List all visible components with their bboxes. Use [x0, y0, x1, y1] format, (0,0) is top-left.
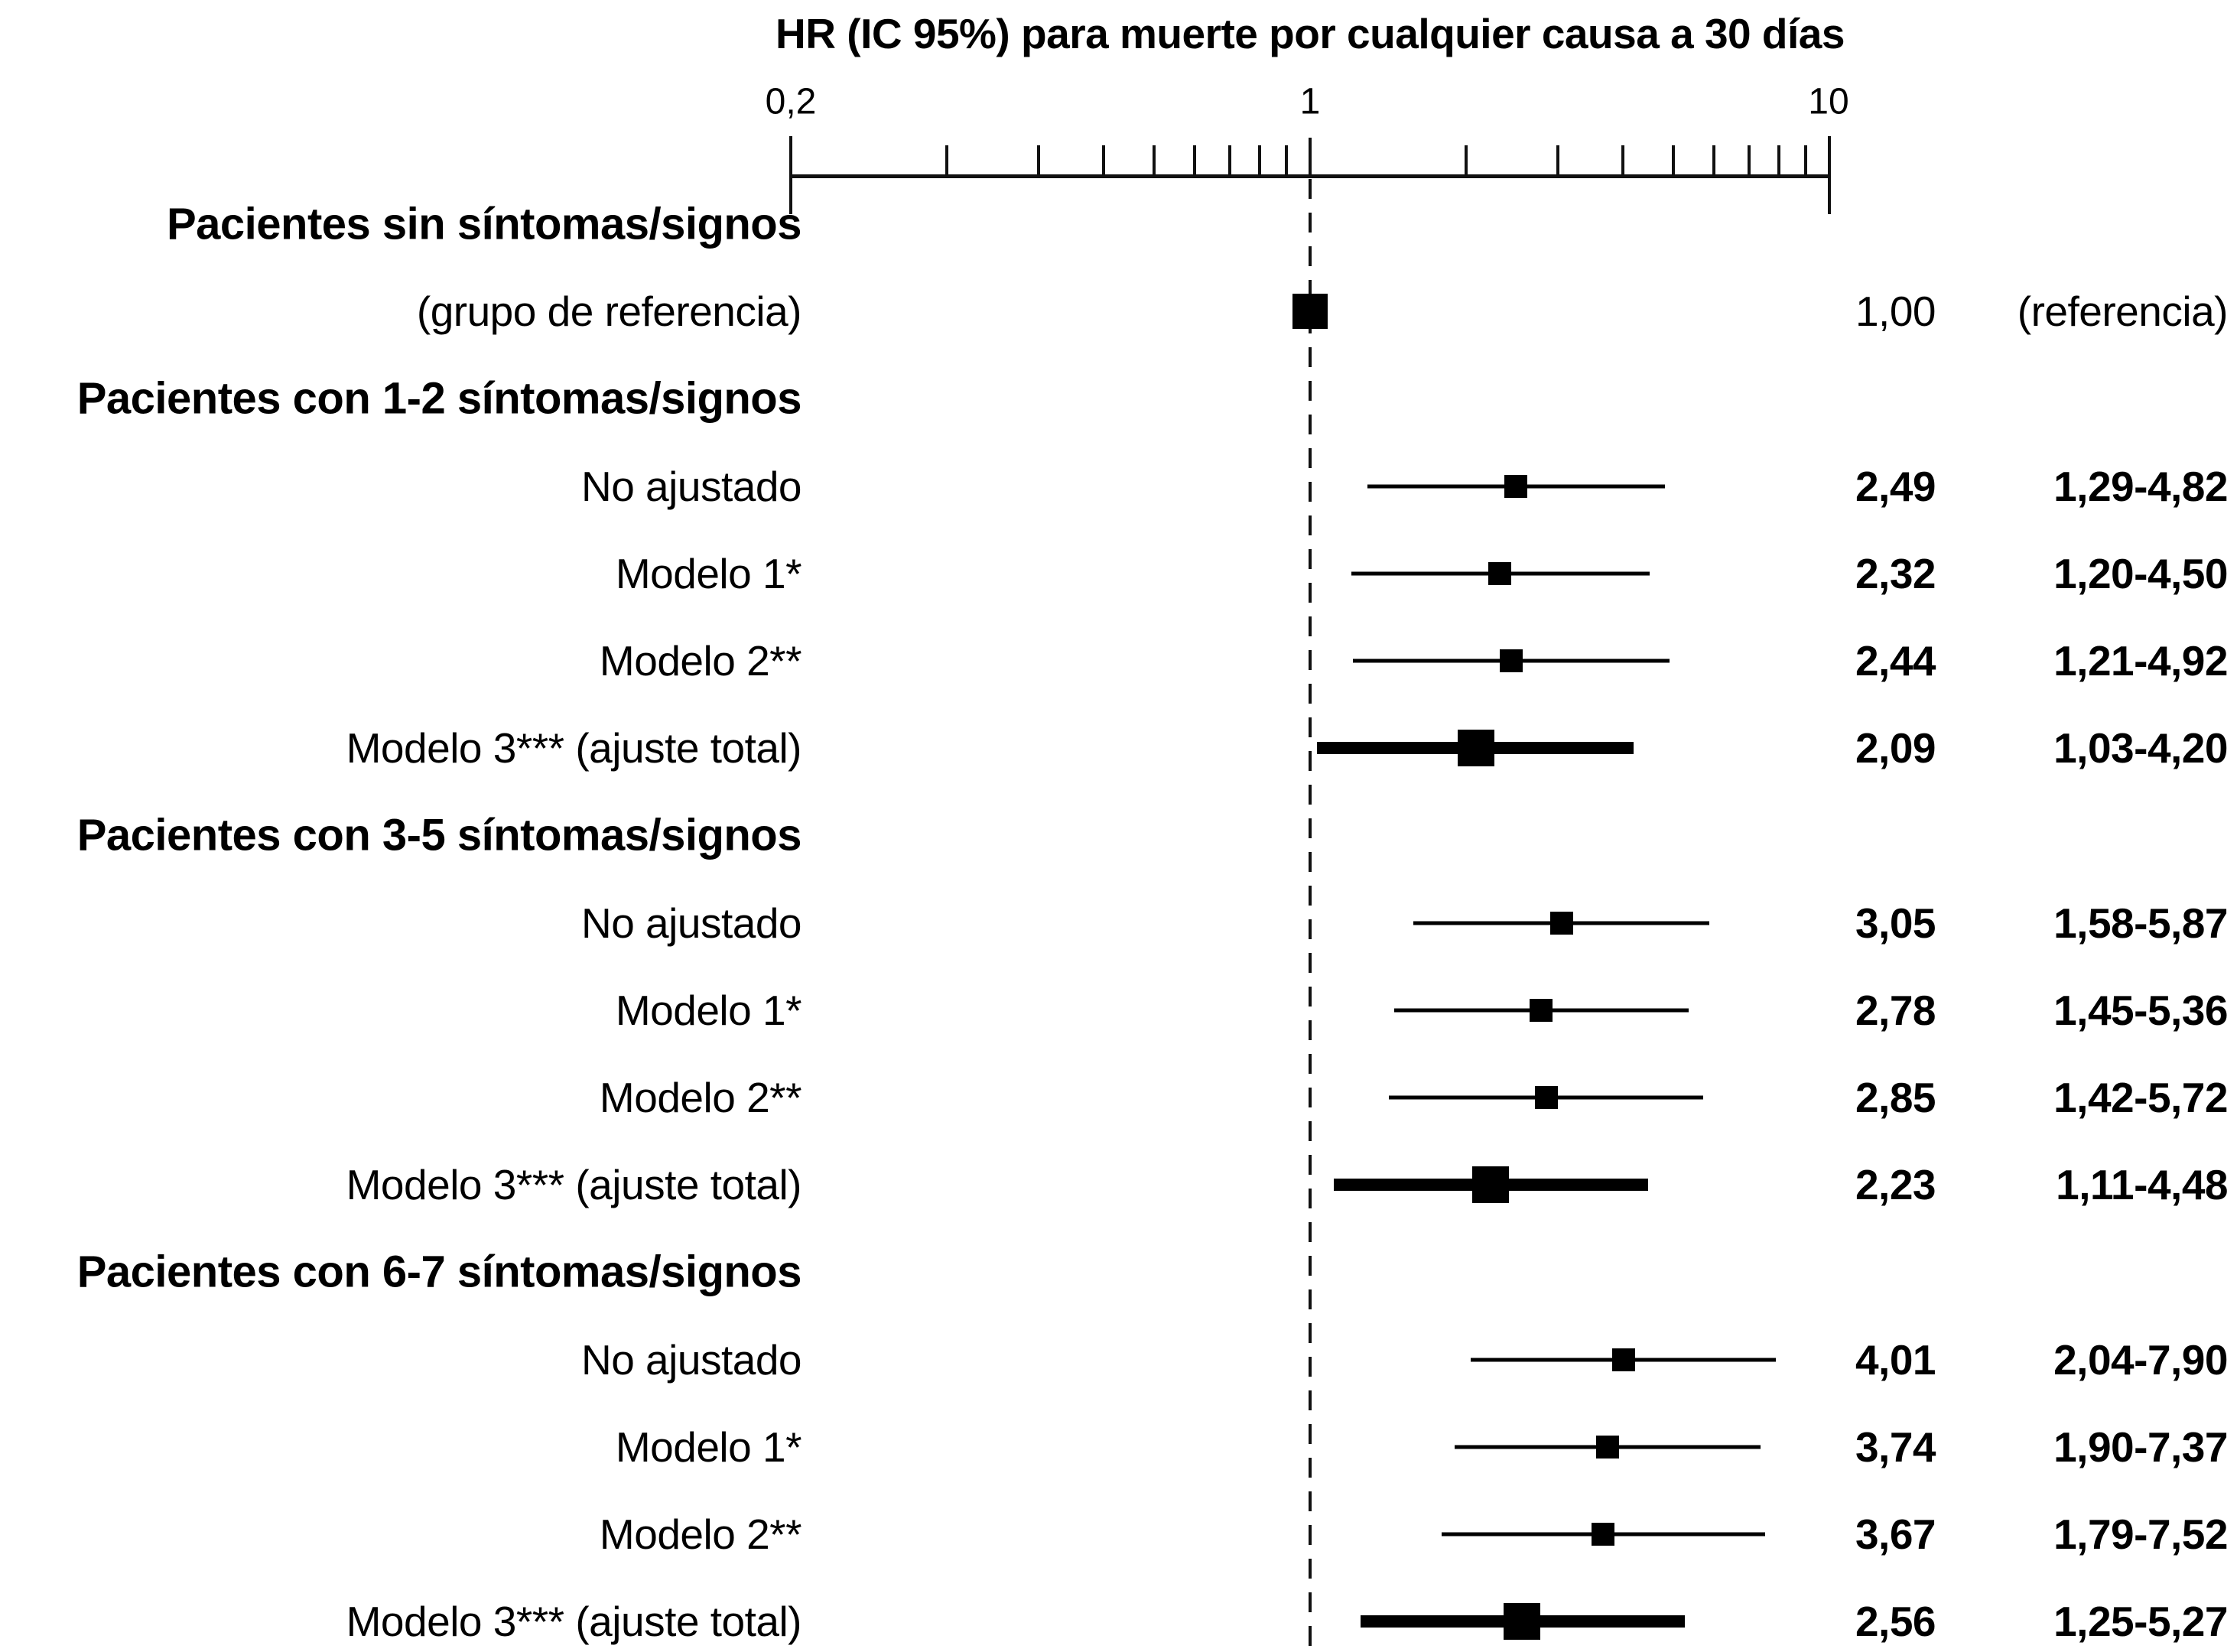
row-label: No ajustado — [580, 462, 802, 510]
hr-point-marker — [1504, 1603, 1541, 1641]
hr-value: 2,49 — [1855, 462, 1936, 510]
axis-reference-tick — [1309, 138, 1312, 177]
axis-minor-tick — [1803, 145, 1807, 177]
hr-value: 2,09 — [1855, 724, 1936, 772]
hr-value: 4,01 — [1855, 1335, 1936, 1384]
axis-boundary-tick — [789, 136, 792, 214]
group-header: Pacientes con 6-7 síntomas/signos — [76, 1247, 802, 1297]
axis-minor-tick — [1465, 145, 1468, 177]
ci-range-text: (referencia) — [2017, 288, 2229, 336]
hr-point-marker — [1500, 649, 1523, 672]
axis-minor-tick — [1556, 145, 1559, 177]
chart-title: HR (IC 95%) para muerte por cualquier ca… — [775, 10, 1845, 57]
hr-point-marker — [1504, 474, 1528, 498]
row-label: No ajustado — [580, 899, 802, 947]
hr-point-marker — [1595, 1435, 1619, 1459]
row-label: No ajustado — [580, 1335, 802, 1384]
ci-range-text: 1,79-7,52 — [2053, 1511, 2228, 1558]
row-label: Modelo 1* — [615, 549, 802, 597]
ci-range-text: 1,90-7,37 — [2053, 1423, 2228, 1471]
hr-value: 2,56 — [1855, 1598, 1936, 1646]
reference-square-marker — [1292, 294, 1328, 330]
row-label: Modelo 1* — [615, 986, 802, 1034]
hr-value: 2,23 — [1855, 1161, 1936, 1209]
row-label: Modelo 1* — [615, 1423, 802, 1471]
hr-value: 3,67 — [1855, 1511, 1936, 1558]
axis-boundary-tick — [1828, 136, 1831, 214]
hr-point-marker — [1592, 1523, 1615, 1546]
ci-range-text: 1,21-4,92 — [2053, 637, 2228, 685]
hr-value: 2,85 — [1855, 1074, 1936, 1121]
reference-line-hr-1 — [1309, 179, 1312, 1652]
group-header: Pacientes con 3-5 síntomas/signos — [76, 810, 802, 860]
row-label: (grupo de referencia) — [416, 288, 802, 336]
group-header: Pacientes sin síntomas/signos — [166, 199, 802, 249]
hr-value: 3,05 — [1855, 899, 1936, 947]
ci-range-text: 1,29-4,82 — [2053, 462, 2228, 510]
ci-range-text: 1,11-4,48 — [2056, 1161, 2228, 1209]
hr-value: 3,74 — [1855, 1423, 1936, 1471]
row-label: Modelo 3*** (ajuste total) — [346, 1161, 802, 1209]
axis-minor-tick — [1101, 145, 1105, 177]
ci-range-text: 1,03-4,20 — [2053, 724, 2228, 772]
axis-minor-tick — [1227, 145, 1231, 177]
axis-minor-tick — [1152, 145, 1156, 177]
row-label: Modelo 2** — [599, 1074, 802, 1121]
hr-point-marker — [1611, 1348, 1635, 1371]
x-axis-label-max: 10 — [1808, 81, 1849, 122]
row-label: Modelo 2** — [599, 637, 802, 685]
axis-minor-tick — [1621, 145, 1624, 177]
row-label: Modelo 3*** (ajuste total) — [346, 1598, 802, 1646]
ci-range-text: 1,42-5,72 — [2053, 1074, 2228, 1121]
axis-minor-tick — [1747, 145, 1751, 177]
axis-minor-tick — [1712, 145, 1716, 177]
hr-point-marker — [1458, 730, 1495, 767]
ci-range-text: 1,20-4,50 — [2053, 549, 2228, 597]
hr-point-marker — [1488, 561, 1512, 585]
ci-range-text: 1,58-5,87 — [2053, 899, 2228, 947]
x-axis-label-one: 1 — [1299, 81, 1321, 122]
hr-value: 2,78 — [1855, 986, 1936, 1034]
ci-range-text: 1,25-5,27 — [2053, 1598, 2228, 1646]
hr-point-marker — [1472, 1166, 1510, 1204]
row-label: Modelo 2** — [599, 1511, 802, 1558]
group-header: Pacientes con 1-2 síntomas/signos — [76, 373, 802, 424]
ci-range-text: 1,45-5,36 — [2053, 986, 2228, 1034]
hr-value: 2,32 — [1855, 549, 1936, 597]
hr-value: 1,00 — [1855, 288, 1936, 336]
axis-minor-tick — [1284, 145, 1288, 177]
hr-point-marker — [1534, 1086, 1558, 1109]
hr-point-marker — [1529, 998, 1553, 1022]
hr-value: 2,44 — [1855, 637, 1936, 685]
axis-minor-tick — [1036, 145, 1040, 177]
x-axis-label-min: 0,2 — [765, 81, 817, 122]
axis-minor-tick — [945, 145, 949, 177]
axis-minor-tick — [1258, 145, 1262, 177]
row-label: Modelo 3*** (ajuste total) — [346, 724, 802, 772]
axis-minor-tick — [1777, 145, 1781, 177]
axis-minor-tick — [1193, 145, 1197, 177]
hr-point-marker — [1549, 911, 1573, 935]
ci-range-text: 2,04-7,90 — [2053, 1335, 2228, 1384]
axis-minor-tick — [1671, 145, 1675, 177]
